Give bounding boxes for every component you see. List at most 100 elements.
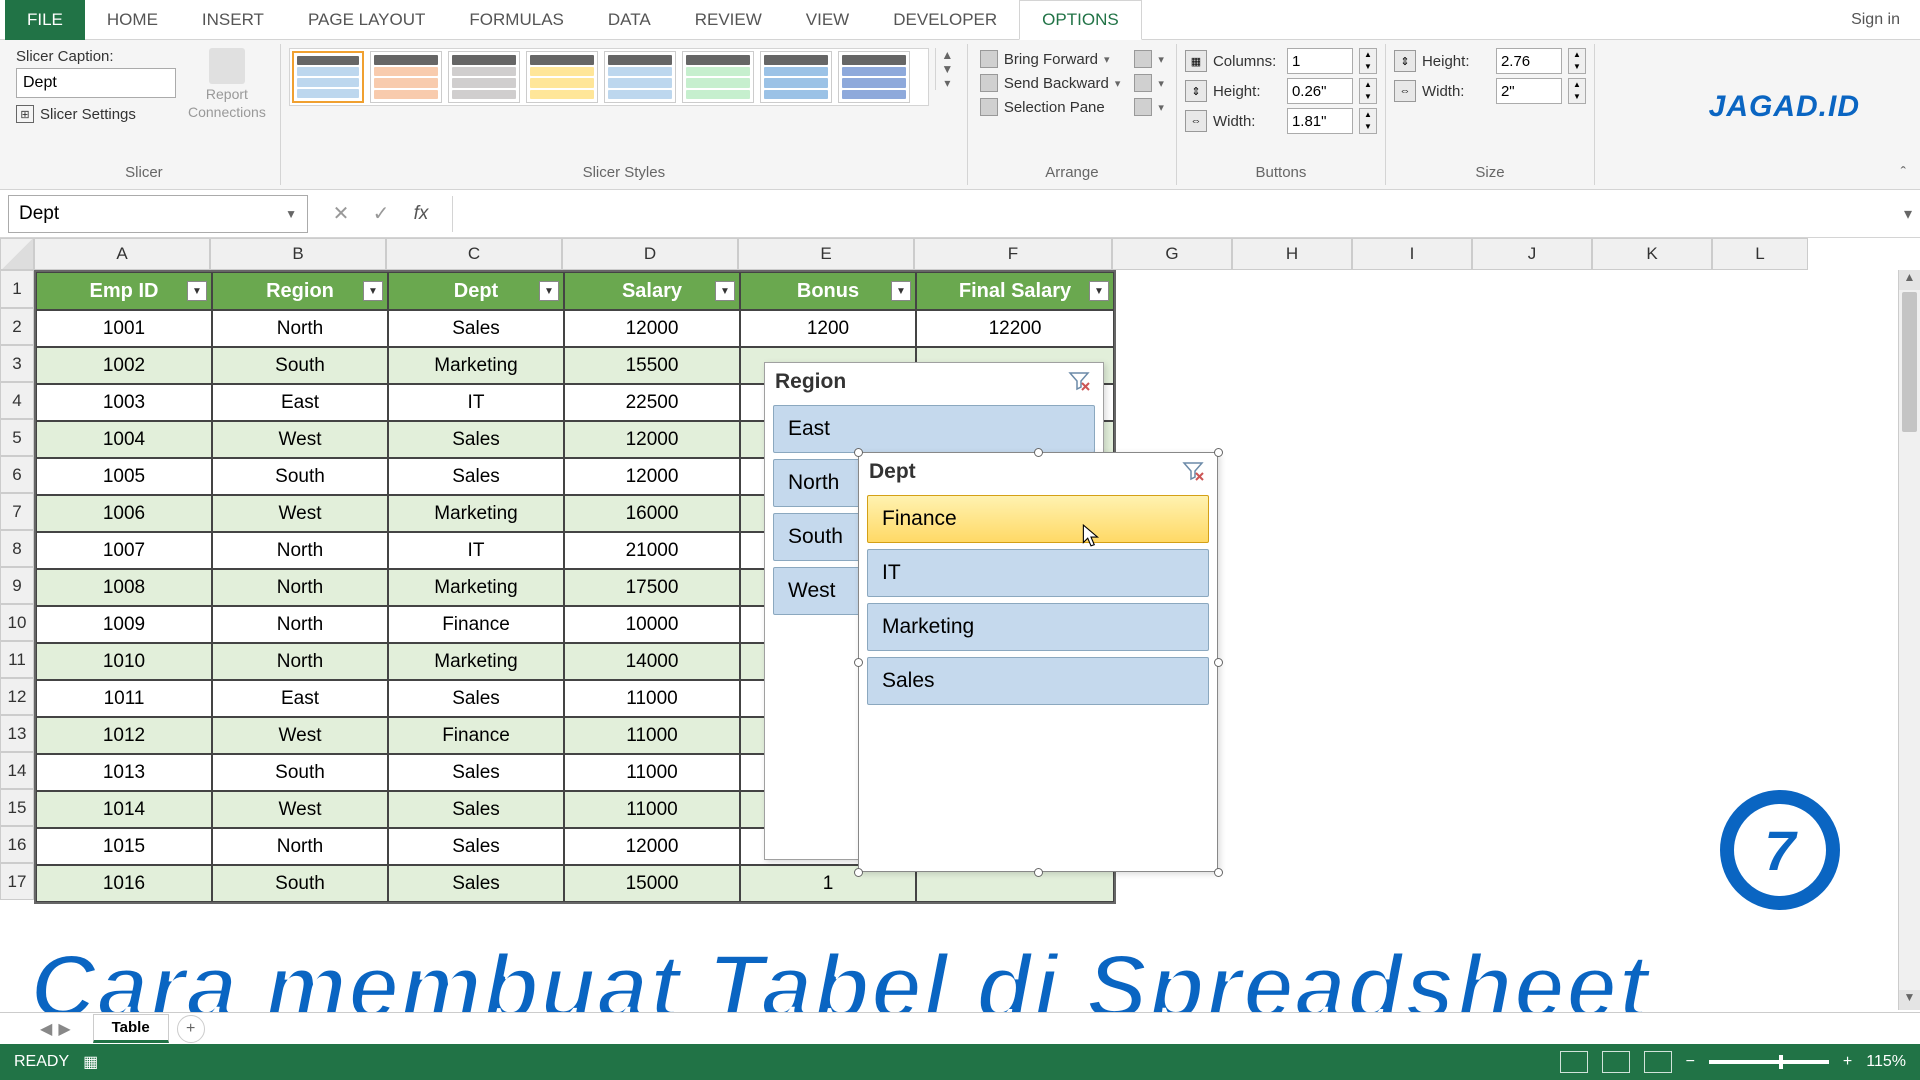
table-cell[interactable]: South [212, 347, 388, 384]
table-cell[interactable]: North [212, 532, 388, 569]
table-cell[interactable]: East [212, 680, 388, 717]
table-cell[interactable]: North [212, 643, 388, 680]
tab-insert[interactable]: INSERT [180, 0, 286, 40]
columns-spinner[interactable]: ▲▼ [1359, 48, 1377, 74]
bring-forward-button[interactable]: Bring Forward▾ [976, 48, 1125, 70]
table-cell[interactable]: 11000 [564, 754, 740, 791]
add-sheet-button[interactable]: + [177, 1015, 205, 1043]
gallery-up-icon[interactable]: ▲ [936, 48, 959, 62]
table-cell[interactable]: West [212, 421, 388, 458]
row-header[interactable]: 3 [0, 345, 34, 382]
macro-record-icon[interactable]: ▦ [83, 1052, 98, 1072]
resize-handle[interactable] [854, 448, 863, 457]
col-header-L[interactable]: L [1712, 238, 1808, 270]
table-cell[interactable]: 11000 [564, 717, 740, 754]
page-layout-view-icon[interactable] [1602, 1051, 1630, 1073]
table-cell[interactable]: 1002 [36, 347, 212, 384]
style-swatch[interactable] [760, 51, 832, 103]
zoom-slider[interactable] [1709, 1060, 1829, 1064]
btn-width-spinner[interactable]: ▲▼ [1359, 108, 1377, 134]
table-cell[interactable]: 1010 [36, 643, 212, 680]
table-cell[interactable]: South [212, 865, 388, 902]
filter-dropdown-icon[interactable]: ▼ [715, 281, 735, 301]
filter-dropdown-icon[interactable]: ▼ [891, 281, 911, 301]
report-connections-button[interactable]: Report Connections [182, 48, 272, 120]
table-cell[interactable]: 12000 [564, 310, 740, 347]
resize-handle[interactable] [854, 658, 863, 667]
table-cell[interactable]: Sales [388, 754, 564, 791]
table-cell[interactable]: 11000 [564, 791, 740, 828]
table-cell[interactable]: North [212, 828, 388, 865]
row-header[interactable]: 14 [0, 752, 34, 789]
tab-developer[interactable]: DEVELOPER [871, 0, 1019, 40]
filter-dropdown-icon[interactable]: ▼ [363, 281, 383, 301]
table-cell[interactable]: 1007 [36, 532, 212, 569]
table-cell[interactable]: North [212, 569, 388, 606]
table-cell[interactable]: Sales [388, 421, 564, 458]
row-header[interactable]: 8 [0, 530, 34, 567]
table-cell[interactable]: 1004 [36, 421, 212, 458]
slicer-item[interactable]: East [773, 405, 1095, 453]
scroll-up-icon[interactable]: ▲ [1899, 270, 1920, 290]
table-cell[interactable]: Marketing [388, 495, 564, 532]
table-cell[interactable]: 1008 [36, 569, 212, 606]
table-cell[interactable]: 1014 [36, 791, 212, 828]
col-header-I[interactable]: I [1352, 238, 1472, 270]
style-swatch[interactable] [838, 51, 910, 103]
slicer-item[interactable]: Finance [867, 495, 1209, 543]
row-header[interactable]: 13 [0, 715, 34, 752]
gallery-more-icon[interactable]: ▾ [936, 76, 959, 90]
table-cell[interactable]: 14000 [564, 643, 740, 680]
scroll-thumb[interactable] [1902, 292, 1917, 432]
table-cell[interactable]: Sales [388, 680, 564, 717]
select-all-corner[interactable] [0, 238, 34, 270]
sign-in-link[interactable]: Sign in [1851, 11, 1900, 29]
table-header[interactable]: Salary▼ [564, 272, 740, 310]
cancel-formula-icon[interactable]: ✕ [326, 199, 356, 229]
table-cell[interactable]: 12200 [916, 310, 1114, 347]
table-cell[interactable]: 1006 [36, 495, 212, 532]
col-header-F[interactable]: F [914, 238, 1112, 270]
table-cell[interactable]: 17500 [564, 569, 740, 606]
style-swatch[interactable] [604, 51, 676, 103]
style-swatch[interactable] [292, 51, 364, 103]
table-cell[interactable]: West [212, 717, 388, 754]
table-header[interactable]: Bonus▼ [740, 272, 916, 310]
tab-file[interactable]: FILE [5, 0, 85, 40]
btn-width-input[interactable] [1287, 108, 1353, 134]
table-cell[interactable]: West [212, 791, 388, 828]
slicer-caption-input[interactable] [16, 68, 176, 98]
table-cell[interactable]: 11000 [564, 680, 740, 717]
table-cell[interactable]: 22500 [564, 384, 740, 421]
btn-height-spinner[interactable]: ▲▼ [1359, 78, 1377, 104]
page-break-view-icon[interactable] [1644, 1051, 1672, 1073]
btn-height-input[interactable] [1287, 78, 1353, 104]
tab-formulas[interactable]: FORMULAS [447, 0, 585, 40]
expand-formula-icon[interactable]: ▾ [1896, 204, 1920, 224]
style-swatch[interactable] [370, 51, 442, 103]
table-cell[interactable]: South [212, 754, 388, 791]
table-cell[interactable]: Finance [388, 717, 564, 754]
align-button[interactable]: ▾ [1130, 48, 1168, 70]
table-cell[interactable]: 1005 [36, 458, 212, 495]
row-header[interactable]: 16 [0, 826, 34, 863]
style-swatch[interactable] [448, 51, 520, 103]
sheet-prev-icon[interactable]: ◀ [40, 1019, 52, 1039]
table-cell[interactable]: 1011 [36, 680, 212, 717]
size-width-spinner[interactable]: ▲▼ [1568, 78, 1586, 104]
filter-dropdown-icon[interactable]: ▼ [539, 281, 559, 301]
resize-handle[interactable] [1214, 658, 1223, 667]
row-header[interactable]: 17 [0, 863, 34, 900]
table-cell[interactable]: Sales [388, 865, 564, 902]
sheet-nav[interactable]: ◀▶ [40, 1019, 71, 1039]
table-header[interactable]: Dept▼ [388, 272, 564, 310]
row-header[interactable]: 10 [0, 604, 34, 641]
table-cell[interactable]: 15500 [564, 347, 740, 384]
formula-input[interactable] [452, 196, 1896, 232]
table-cell[interactable]: North [212, 606, 388, 643]
table-cell[interactable]: 1016 [36, 865, 212, 902]
table-cell[interactable]: Marketing [388, 569, 564, 606]
table-cell[interactable]: 1013 [36, 754, 212, 791]
resize-handle[interactable] [1214, 868, 1223, 877]
table-cell[interactable]: IT [388, 532, 564, 569]
